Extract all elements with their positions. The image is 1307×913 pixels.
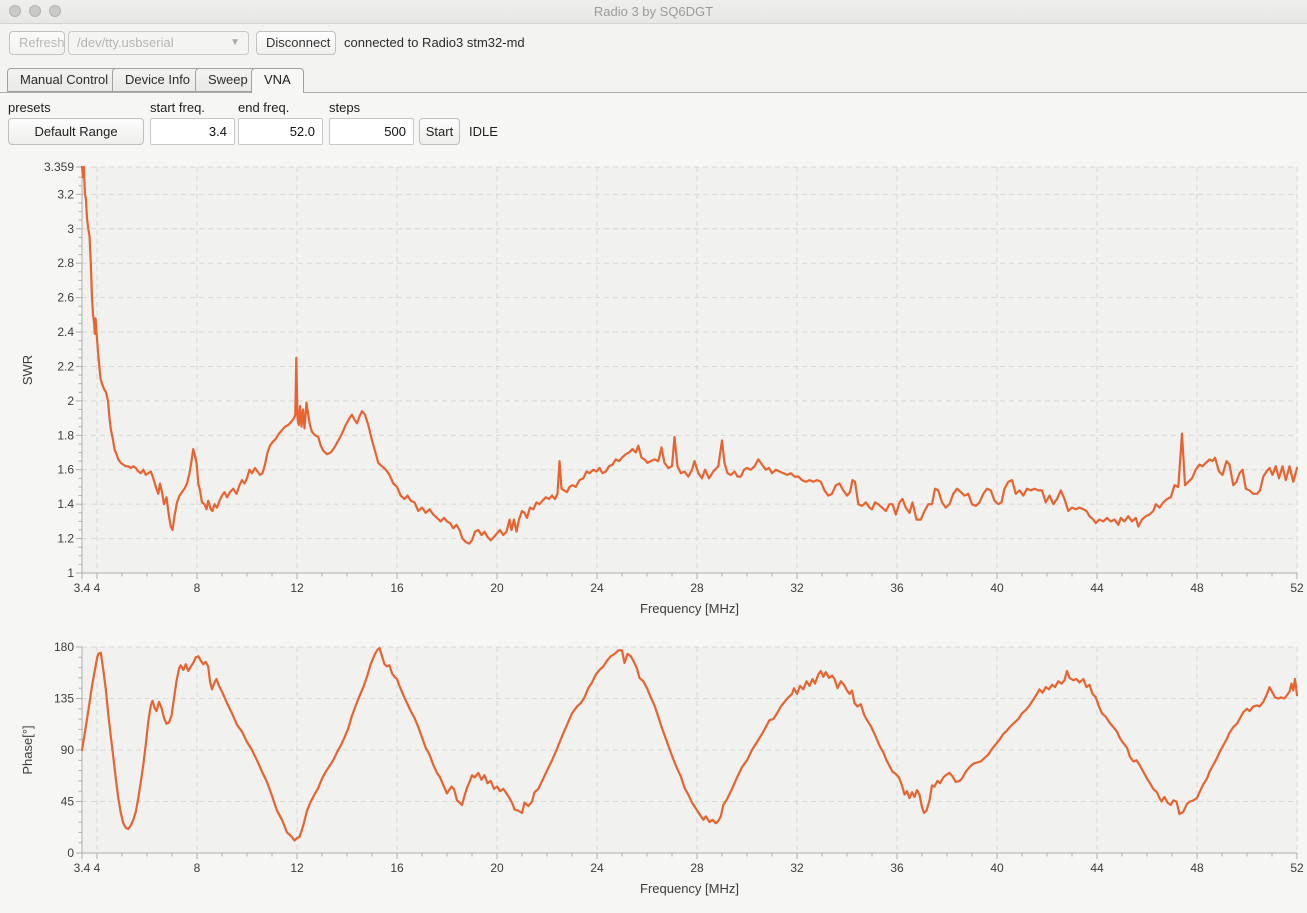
- svg-text:3.4: 3.4: [74, 581, 91, 595]
- svg-text:180: 180: [54, 640, 74, 654]
- svg-text:8: 8: [194, 861, 201, 875]
- svg-text:32: 32: [790, 581, 804, 595]
- svg-text:3.2: 3.2: [57, 187, 74, 201]
- svg-text:44: 44: [1090, 861, 1104, 875]
- serial-port-value: /dev/tty.usbserial: [77, 35, 174, 50]
- steps-label: steps: [329, 100, 361, 115]
- connection-status: connected to Radio3 stm32-md: [344, 35, 525, 50]
- svg-text:28: 28: [690, 581, 704, 595]
- phase-chart: 3.4 4 8 12 16 20 24 28 32 36 40 44 48 5204590135180Fr…: [20, 640, 1304, 896]
- svg-text:SWR: SWR: [20, 355, 35, 385]
- svg-text:3.4: 3.4: [74, 861, 91, 875]
- svg-text:40: 40: [990, 861, 1004, 875]
- tab-device-info[interactable]: Device Info: [112, 68, 204, 92]
- tab-underline: [0, 92, 1307, 93]
- svg-text:Phase[°]: Phase[°]: [20, 725, 35, 774]
- svg-text:2: 2: [67, 394, 74, 408]
- svg-text:135: 135: [54, 692, 74, 706]
- toolbar: Refresh /dev/tty.usbserial ▼ Disconnect …: [0, 24, 1307, 62]
- start-freq-label: start freq.: [150, 100, 205, 115]
- svg-text:36: 36: [890, 861, 904, 875]
- svg-text:48: 48: [1190, 861, 1204, 875]
- window-title: Radio 3 by SQ6DGT: [593, 4, 714, 19]
- svg-text:16: 16: [390, 861, 404, 875]
- svg-text:2.2: 2.2: [57, 359, 74, 373]
- svg-text:40: 40: [990, 581, 1004, 595]
- svg-text:3: 3: [67, 222, 74, 236]
- svg-text:1.2: 1.2: [57, 532, 74, 546]
- end-freq-input[interactable]: [238, 118, 323, 145]
- vna-panel: presets start freq. end freq. steps Defa…: [0, 93, 1307, 913]
- svg-text:1.6: 1.6: [57, 463, 74, 477]
- svg-text:8: 8: [194, 581, 201, 595]
- svg-text:28: 28: [690, 861, 704, 875]
- svg-text:32: 32: [790, 861, 804, 875]
- svg-text:2.8: 2.8: [57, 256, 74, 270]
- start-freq-input[interactable]: [150, 118, 235, 145]
- swr-chart: 3.4 4 8 12 16 20 24 28 32 36 40 44 48 5211.21.41.61.8…: [20, 160, 1304, 616]
- sweep-state-badge: IDLE: [469, 124, 498, 139]
- svg-text:1.4: 1.4: [57, 497, 74, 511]
- tab-sweep[interactable]: Sweep: [195, 68, 261, 92]
- svg-text:20: 20: [490, 581, 504, 595]
- svg-text:45: 45: [61, 795, 75, 809]
- end-freq-label: end freq.: [238, 100, 290, 115]
- minimize-window-icon[interactable]: [29, 5, 41, 17]
- steps-input[interactable]: [329, 118, 414, 145]
- serial-port-select[interactable]: /dev/tty.usbserial ▼: [68, 31, 249, 55]
- close-window-icon[interactable]: [9, 5, 21, 17]
- svg-text:16: 16: [390, 581, 404, 595]
- svg-text:Frequency [MHz]: Frequency [MHz]: [640, 881, 739, 896]
- svg-text:2.6: 2.6: [57, 291, 74, 305]
- titlebar: Radio 3 by SQ6DGT: [0, 0, 1307, 24]
- svg-text:1.8: 1.8: [57, 428, 74, 442]
- refresh-button[interactable]: Refresh: [9, 31, 65, 55]
- window-controls: [9, 5, 61, 17]
- svg-text:52: 52: [1290, 861, 1304, 875]
- tab-vna[interactable]: VNA: [251, 68, 304, 93]
- svg-text:4: 4: [94, 581, 101, 595]
- svg-text:12: 12: [290, 861, 304, 875]
- zoom-window-icon[interactable]: [49, 5, 61, 17]
- svg-text:Frequency [MHz]: Frequency [MHz]: [640, 601, 739, 616]
- svg-text:12: 12: [290, 581, 304, 595]
- svg-text:4: 4: [94, 861, 101, 875]
- default-range-button[interactable]: Default Range: [8, 118, 144, 145]
- svg-text:90: 90: [61, 743, 75, 757]
- start-button[interactable]: Start: [419, 118, 460, 145]
- presets-label: presets: [8, 100, 51, 115]
- chevron-down-icon: ▼: [230, 37, 240, 48]
- svg-text:52: 52: [1290, 581, 1304, 595]
- tab-manual-control[interactable]: Manual Control: [7, 68, 122, 92]
- svg-text:44: 44: [1090, 581, 1104, 595]
- svg-text:3.359: 3.359: [44, 160, 74, 174]
- svg-text:24: 24: [590, 861, 604, 875]
- tab-bar: Manual Control Device Info Sweep VNA: [0, 62, 1307, 93]
- svg-text:36: 36: [890, 581, 904, 595]
- svg-text:20: 20: [490, 861, 504, 875]
- svg-text:48: 48: [1190, 581, 1204, 595]
- disconnect-button[interactable]: Disconnect: [256, 31, 336, 55]
- svg-text:2.4: 2.4: [57, 325, 74, 339]
- svg-text:0: 0: [67, 846, 74, 860]
- svg-text:24: 24: [590, 581, 604, 595]
- svg-text:1: 1: [67, 566, 74, 580]
